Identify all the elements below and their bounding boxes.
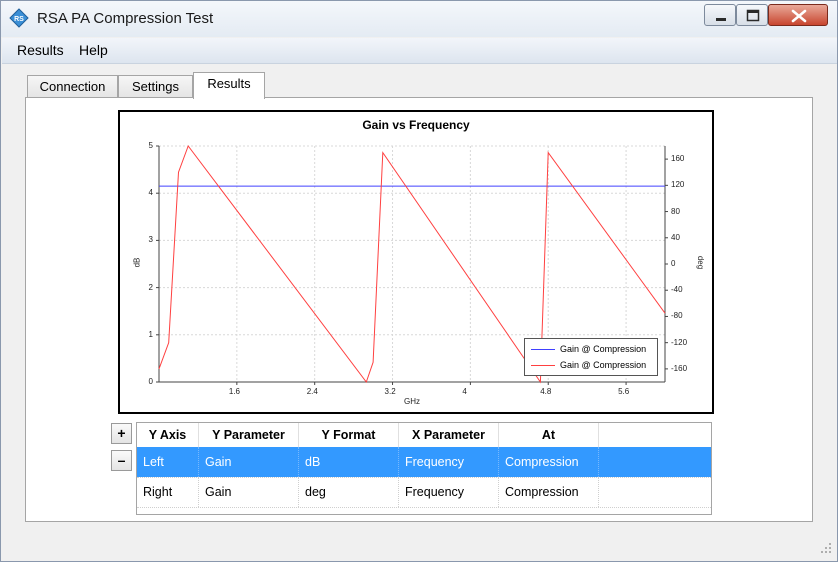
x-tick-label: 5.6 <box>618 387 630 396</box>
close-button[interactable] <box>768 4 828 26</box>
minimize-button[interactable] <box>704 4 736 26</box>
series-table: Y Axis Y Parameter Y Format X Parameter … <box>136 422 712 515</box>
window-title: RSA PA Compression Test <box>37 10 214 27</box>
column-header-y-parameter[interactable]: Y Parameter <box>199 423 299 447</box>
gain-chart: Gain vs Frequency 1.6 2.4 3.2 4 4.8 5.6 0 1 2 3 4 5… <box>118 110 714 414</box>
menu-help[interactable]: Help <box>79 42 108 58</box>
legend-label: Gain @ Compression <box>560 344 647 354</box>
cell-y-parameter[interactable]: Gain <box>199 447 299 477</box>
y-tick-label: 1 <box>148 329 153 339</box>
y-tick-label: 5 <box>148 141 153 150</box>
menu-results[interactable]: Results <box>17 42 64 58</box>
legend-swatch-red <box>531 365 555 366</box>
column-header-x-parameter[interactable]: X Parameter <box>399 423 499 447</box>
remove-row-button[interactable]: – <box>111 450 132 471</box>
app-logo-icon: RS <box>9 8 29 28</box>
cell-at[interactable]: Compression <box>499 477 599 507</box>
x-tick-label: 4.8 <box>540 387 552 396</box>
cell-at[interactable]: Compression <box>499 447 599 477</box>
legend-entry: Gain @ Compression <box>525 342 657 356</box>
chart-legend: Gain @ Compression Gain @ Compression <box>524 338 658 376</box>
x-tick-label: 1.6 <box>228 387 240 396</box>
y2-tick-label: 160 <box>671 154 685 164</box>
y-tick-label: 2 <box>148 282 153 292</box>
legend-swatch-blue <box>531 349 555 350</box>
x-axis-title: GHz <box>404 397 420 406</box>
chart-plot <box>156 144 668 385</box>
cell-y-format[interactable]: deg <box>299 477 399 507</box>
y-tick-label: 4 <box>148 188 153 198</box>
table-row[interactable]: Right Gain deg Frequency Compression <box>137 477 711 507</box>
svg-text:RS: RS <box>14 16 24 23</box>
x-tick-label: 3.2 <box>384 387 396 396</box>
title-bar: RS RSA PA Compression Test <box>1 1 837 37</box>
y2-tick-label: -80 <box>671 311 683 321</box>
legend-entry: Gain @ Compression <box>525 358 657 372</box>
x-tick-label: 4 <box>462 387 467 396</box>
menu-bar: Results Help <box>2 38 837 64</box>
column-header-at[interactable]: At <box>499 423 599 447</box>
y-tick-label: 3 <box>148 235 153 245</box>
row-divider <box>137 477 711 478</box>
y-axis-title: dB <box>132 257 142 268</box>
tab-connection[interactable]: Connection <box>27 75 118 99</box>
close-icon <box>791 9 807 23</box>
y2-axis-title: deg <box>696 255 706 270</box>
y2-tick-label: -40 <box>671 285 683 295</box>
x-tick-label: 2.4 <box>306 387 318 396</box>
add-row-button[interactable]: + <box>111 423 132 444</box>
y2-tick-label: 0 <box>671 259 676 268</box>
cell-x-parameter[interactable]: Frequency <box>399 447 499 477</box>
legend-label: Gain @ Compression <box>560 360 647 370</box>
table-row[interactable]: Left Gain dB Frequency Compression <box>137 447 711 477</box>
cell-y-parameter[interactable]: Gain <box>199 477 299 507</box>
column-header-y-axis[interactable]: Y Axis <box>137 423 199 447</box>
cell-x-parameter[interactable]: Frequency <box>399 477 499 507</box>
y2-tick-label: 120 <box>671 180 685 190</box>
y2-tick-label: -120 <box>671 337 688 347</box>
y2-tick-label: 80 <box>671 206 680 216</box>
y2-tick-label: -160 <box>671 363 688 373</box>
maximize-button[interactable] <box>736 4 768 26</box>
maximize-icon <box>746 9 760 22</box>
chart-title: Gain vs Frequency <box>362 118 470 132</box>
resize-grip-icon[interactable] <box>819 541 833 555</box>
cell-y-axis[interactable]: Right <box>137 477 199 507</box>
minimize-icon <box>716 18 726 21</box>
tab-results[interactable]: Results <box>193 72 265 99</box>
y-tick-label: 0 <box>148 377 153 386</box>
cell-y-format[interactable]: dB <box>299 447 399 477</box>
series-line-1 <box>158 144 666 384</box>
cell-y-axis[interactable]: Left <box>137 447 199 477</box>
tab-settings[interactable]: Settings <box>118 75 193 99</box>
y2-tick-label: 40 <box>671 232 680 242</box>
row-divider <box>137 507 711 508</box>
column-header-y-format[interactable]: Y Format <box>299 423 399 447</box>
